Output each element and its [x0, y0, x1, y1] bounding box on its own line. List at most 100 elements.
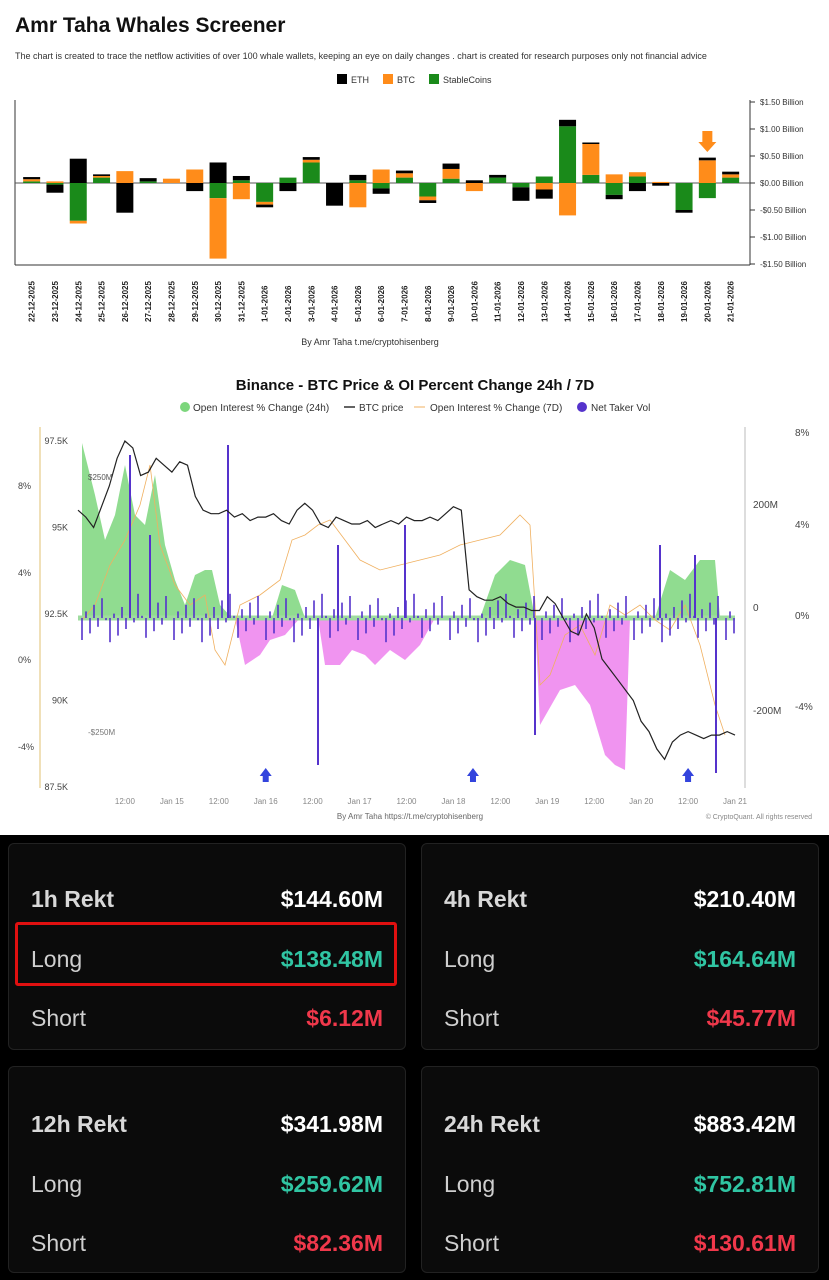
- oi-pct-tick-label: 0%: [18, 655, 31, 665]
- btc-price-line: [77, 440, 736, 761]
- x-tick-label: 29-12-2025: [191, 281, 200, 322]
- rekt-short-value: $130.61M: [693, 1229, 796, 1256]
- price-tick-label: 92.5K: [44, 609, 68, 619]
- bar-btc: [186, 169, 204, 183]
- bar-stablecoins: [605, 183, 623, 195]
- x-tick-label: Jan 15: [160, 797, 185, 806]
- oi24h-positive-area: [272, 585, 305, 618]
- bar-btc: [349, 183, 367, 208]
- x-tick-label: 3-01-2026: [307, 285, 316, 322]
- bar-btc: [535, 183, 553, 190]
- rekt-short-value: $6.12M: [306, 1004, 383, 1031]
- rekt-long-label: Long: [444, 945, 496, 972]
- bar-stablecoins: [395, 177, 413, 183]
- y-tick-label: $0.50 Billion: [760, 152, 804, 161]
- x-tick-label: 12:00: [678, 797, 699, 806]
- x-tick-label: 26-12-2025: [121, 281, 130, 322]
- rekt-long-value: $138.48M: [280, 945, 383, 972]
- rekt-total-value: $883.42M: [693, 1110, 796, 1137]
- bar-eth: [186, 183, 204, 192]
- bar-btc: [162, 178, 180, 183]
- page-title: Amr Taha Whales Screener: [15, 14, 286, 37]
- x-tick-label: 17-01-2026: [633, 281, 642, 322]
- bar-eth: [489, 174, 507, 178]
- bar-stablecoins: [23, 181, 41, 183]
- x-tick-label: 21-01-2026: [727, 281, 736, 322]
- bar-btc: [442, 168, 460, 179]
- rekt-period-label: 1h Rekt: [31, 885, 115, 912]
- rekt-period-label: 12h Rekt: [31, 1110, 127, 1137]
- legend-label-taker: Net Taker Vol: [591, 403, 650, 414]
- oi7d-pct-tick-label: 8%: [795, 428, 810, 439]
- x-tick-label: Jan 19: [535, 797, 560, 806]
- bar-btc: [232, 183, 250, 200]
- x-tick-label: 27-12-2025: [144, 281, 153, 322]
- rekt-total-value: $210.40M: [693, 885, 796, 912]
- rekt-long-label: Long: [31, 1170, 83, 1197]
- x-tick-label: 16-01-2026: [610, 281, 619, 322]
- y-tick-label: $0.00 Billion: [760, 179, 804, 188]
- bar-btc: [116, 171, 134, 183]
- x-tick-label: 31-12-2025: [237, 281, 246, 322]
- x-tick-label: 8-01-2026: [424, 285, 433, 322]
- price-tick-label: 87.5K: [44, 782, 68, 792]
- chart2-title: Binance - BTC Price & OI Percent Change …: [236, 377, 595, 394]
- rekt-short-label: Short: [444, 1229, 499, 1256]
- chart2-copyright: © CryptoQuant. All rights reserved: [706, 813, 812, 821]
- bar-stablecoins: [69, 183, 87, 221]
- rekt-long-label: Long: [444, 1170, 496, 1197]
- x-tick-label: 7-01-2026: [400, 285, 409, 322]
- legend-label-price: BTC price: [359, 403, 404, 414]
- bar-stablecoins: [419, 183, 437, 197]
- x-tick-label: 20-01-2026: [703, 281, 712, 322]
- legend-dot-taker: [577, 402, 587, 412]
- bar-eth: [582, 142, 600, 144]
- rekt-card-4h: 4h Rekt $210.40M Long $164.64M Short $45…: [421, 843, 819, 1050]
- bar-btc: [209, 198, 227, 259]
- x-tick-label: 12:00: [584, 797, 605, 806]
- bar-stablecoins: [675, 183, 693, 210]
- bar-eth: [652, 183, 670, 186]
- x-tick-label: 11-01-2026: [494, 281, 503, 322]
- x-tick-label: 25-12-2025: [98, 281, 107, 322]
- vol-tick-label: 200M: [753, 500, 778, 511]
- bar-eth: [46, 184, 64, 193]
- chart1-legend: ETH BTC StableCoins: [337, 74, 492, 85]
- bar-btc: [722, 174, 740, 178]
- chart2-credit: By Amr Taha https://t.me/cryptohisenberg: [337, 812, 483, 821]
- rekt-period-label: 24h Rekt: [444, 1110, 540, 1137]
- x-tick-label: 19-01-2026: [680, 281, 689, 322]
- bar-eth: [349, 174, 367, 181]
- rekt-short-label: Short: [444, 1004, 499, 1031]
- bar-eth: [23, 177, 41, 180]
- oi-pct-tick-label: -4%: [18, 742, 34, 752]
- bar-btc: [605, 174, 623, 183]
- oi-pct-tick-label: 4%: [18, 568, 31, 578]
- price-tick-label: 97.5K: [44, 436, 68, 446]
- bar-stablecoins: [209, 183, 227, 199]
- bar-btc: [46, 181, 64, 183]
- legend-dot-oi24h: [180, 402, 190, 412]
- x-tick-label: 12-01-2026: [517, 281, 526, 322]
- x-tick-label: 22-12-2025: [28, 281, 37, 322]
- bar-stablecoins: [559, 126, 577, 183]
- bar-eth: [69, 158, 87, 183]
- bar-btc: [93, 175, 111, 178]
- bar-btc: [419, 196, 437, 201]
- bar-stablecoins: [489, 177, 507, 183]
- bar-eth: [675, 210, 693, 213]
- x-tick-label: 4-01-2026: [331, 285, 340, 322]
- bar-btc: [652, 181, 670, 184]
- rekt-short-label: Short: [31, 1004, 86, 1031]
- legend-label-eth: ETH: [351, 75, 369, 85]
- x-tick-label: 18-01-2026: [657, 281, 666, 322]
- x-tick-label: 12:00: [490, 797, 511, 806]
- x-tick-label: 28-12-2025: [167, 281, 176, 322]
- page-subtitle: The chart is created to trace the netflo…: [15, 51, 707, 61]
- chart1-credit: By Amr Taha t.me/cryptohisenberg: [301, 337, 438, 347]
- y-tick-label: $1.00 Billion: [760, 125, 804, 134]
- bar-eth: [372, 188, 390, 194]
- bar-stablecoins: [512, 183, 530, 188]
- rekt-short-value: $45.77M: [706, 1004, 796, 1031]
- x-tick-label: 30-12-2025: [214, 281, 223, 322]
